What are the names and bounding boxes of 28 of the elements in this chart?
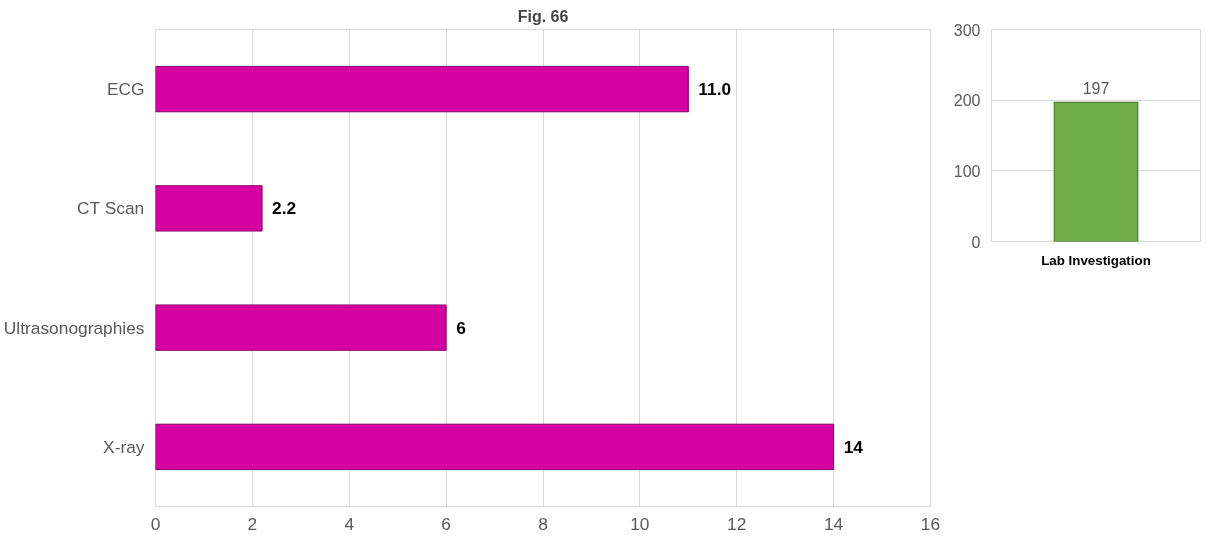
y-tick-label: 100: [953, 162, 981, 180]
x-tick-label: 12: [727, 513, 747, 534]
bar: [155, 304, 447, 351]
x-tick-label: Lab Investigation: [1041, 252, 1151, 268]
x-tick-label: 6: [441, 513, 451, 534]
y-tick-label: ECG: [106, 79, 145, 100]
x-tick-label: 10: [630, 513, 650, 534]
x-tick-label: 16: [920, 513, 941, 534]
data-label: 11.0: [698, 79, 732, 100]
x-tick-label: 4: [344, 513, 355, 534]
y-tick-label: CT Scan: [77, 198, 145, 219]
data-label: 6: [456, 317, 467, 338]
y-tick-label: 300: [953, 21, 981, 39]
bar: [155, 185, 263, 232]
data-label: 2.2: [272, 198, 297, 219]
data-label: 197: [1082, 80, 1110, 98]
bar: [155, 423, 835, 471]
x-tick-label: 8: [538, 513, 548, 534]
x-tick-label: 2: [247, 513, 258, 534]
y-tick-label: 0: [971, 233, 981, 251]
y-tick-label: X-ray: [103, 436, 145, 457]
chart-title: Fig. 66: [517, 7, 569, 25]
y-tick-label: 200: [953, 92, 981, 110]
y-tick-label: Ultrasonographies: [3, 317, 145, 338]
data-label: 14: [843, 436, 864, 457]
x-tick-label: 14: [823, 513, 844, 534]
x-tick-label: 0: [150, 513, 161, 534]
bar: [155, 65, 689, 113]
